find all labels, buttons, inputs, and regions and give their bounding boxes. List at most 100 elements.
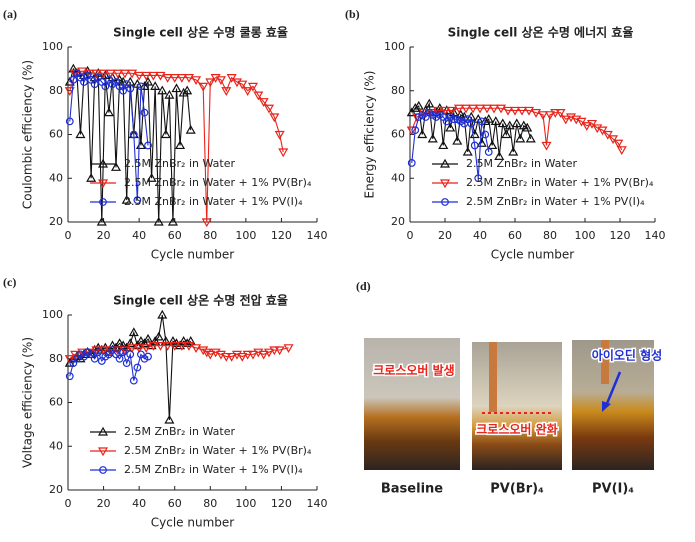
- y-tick-label: 60: [391, 128, 405, 141]
- y-tick-label: 40: [49, 439, 63, 452]
- point: [153, 331, 164, 341]
- point: [445, 122, 456, 132]
- x-tick-label: 120: [271, 229, 292, 242]
- point: [103, 107, 114, 117]
- photo-label: Baseline: [381, 482, 443, 497]
- legend-marker: [439, 179, 451, 189]
- point: [176, 342, 187, 351]
- point: [112, 69, 123, 79]
- y-tick-label: 20: [49, 483, 63, 496]
- y-tick-label: 100: [42, 308, 63, 321]
- point: [198, 82, 209, 92]
- point: [126, 69, 138, 79]
- legend-label: 2.5M ZnBr₂ in Water + 1% PV(Br)₄: [124, 176, 312, 189]
- x-tick-label: 0: [65, 497, 72, 510]
- point: [581, 122, 592, 131]
- chart: (c) Single cell 상온 수명 전압 효율 Cycle number Vo…: [3, 275, 328, 530]
- legend-label: 2.5M ZnBr₂ in Water + 1% PV(Br)₄: [124, 444, 312, 457]
- point: [438, 140, 449, 150]
- point: [613, 139, 624, 149]
- annotation: 크로스오버 발생: [373, 363, 454, 378]
- x-tick-label: 80: [203, 497, 217, 510]
- point: [474, 104, 486, 114]
- photo-panel: (d) Baseline PV(Br)₄ PV(I)₄ 크로스오버 발생 크로스…: [356, 279, 664, 497]
- point: [467, 104, 479, 114]
- point: [129, 130, 138, 139]
- point: [139, 338, 150, 348]
- point: [139, 81, 150, 90]
- point: [164, 89, 175, 99]
- photo-pvbr4: [472, 342, 562, 470]
- annotation: 크로스오버 완화: [476, 422, 557, 437]
- point: [94, 348, 103, 357]
- point: [150, 336, 161, 345]
- panel-label: (a): [3, 7, 17, 21]
- point: [476, 138, 487, 147]
- point: [175, 140, 186, 150]
- point: [247, 350, 259, 360]
- x-tick-label: 60: [168, 497, 182, 510]
- point: [148, 71, 159, 81]
- series-line: [411, 111, 490, 179]
- point: [269, 113, 280, 123]
- point: [185, 124, 196, 134]
- point: [530, 109, 542, 118]
- point: [146, 173, 157, 182]
- point: [129, 376, 138, 385]
- x-tick-label: 80: [543, 229, 557, 242]
- point: [427, 133, 438, 143]
- chart-title: Single cell 상온 수명 전압 효율: [113, 293, 288, 308]
- point: [134, 344, 145, 354]
- point: [191, 76, 202, 86]
- point: [137, 82, 145, 91]
- point: [460, 104, 472, 114]
- point: [253, 91, 264, 101]
- point: [467, 119, 476, 128]
- point: [406, 126, 417, 136]
- point: [221, 352, 232, 362]
- point: [144, 141, 152, 150]
- series-line: [411, 102, 532, 157]
- point: [198, 346, 209, 356]
- legend-marker: [99, 466, 107, 474]
- point: [283, 344, 294, 354]
- point: [484, 148, 493, 156]
- panel-label: (c): [3, 275, 16, 289]
- point: [160, 336, 171, 345]
- point: [508, 146, 519, 156]
- y-tick-label: 20: [391, 215, 405, 228]
- point: [586, 119, 598, 129]
- point: [237, 80, 248, 90]
- point: [169, 74, 180, 83]
- point: [242, 350, 253, 360]
- point: [410, 103, 421, 112]
- point: [487, 140, 498, 150]
- x-tick-label: 100: [235, 229, 256, 242]
- point: [516, 106, 528, 116]
- chart: (a) Single cell 상온 수명 쿨롱 효율 Cycle number Co…: [3, 7, 328, 262]
- point: [176, 74, 187, 83]
- y-tick-label: 80: [49, 84, 63, 97]
- point: [411, 126, 420, 135]
- x-tick-label: 40: [132, 497, 146, 510]
- panel-label: (d): [356, 279, 371, 293]
- point: [544, 111, 556, 121]
- legend-label: 2.5M ZnBr₂ in Water + 1% PV(I)₄: [124, 195, 303, 208]
- point: [153, 216, 164, 226]
- point: [125, 338, 136, 348]
- point: [128, 327, 139, 337]
- point: [480, 116, 491, 125]
- x-axis-label: Cycle number: [151, 248, 235, 262]
- y-tick-label: 80: [391, 84, 405, 97]
- point: [155, 342, 166, 351]
- point: [150, 81, 161, 90]
- point: [481, 104, 493, 114]
- point: [607, 135, 619, 145]
- point: [550, 109, 561, 118]
- y-tick-label: 60: [49, 128, 63, 141]
- x-tick-label: 0: [65, 229, 72, 242]
- point: [616, 146, 627, 156]
- point: [278, 148, 289, 158]
- point: [90, 80, 99, 89]
